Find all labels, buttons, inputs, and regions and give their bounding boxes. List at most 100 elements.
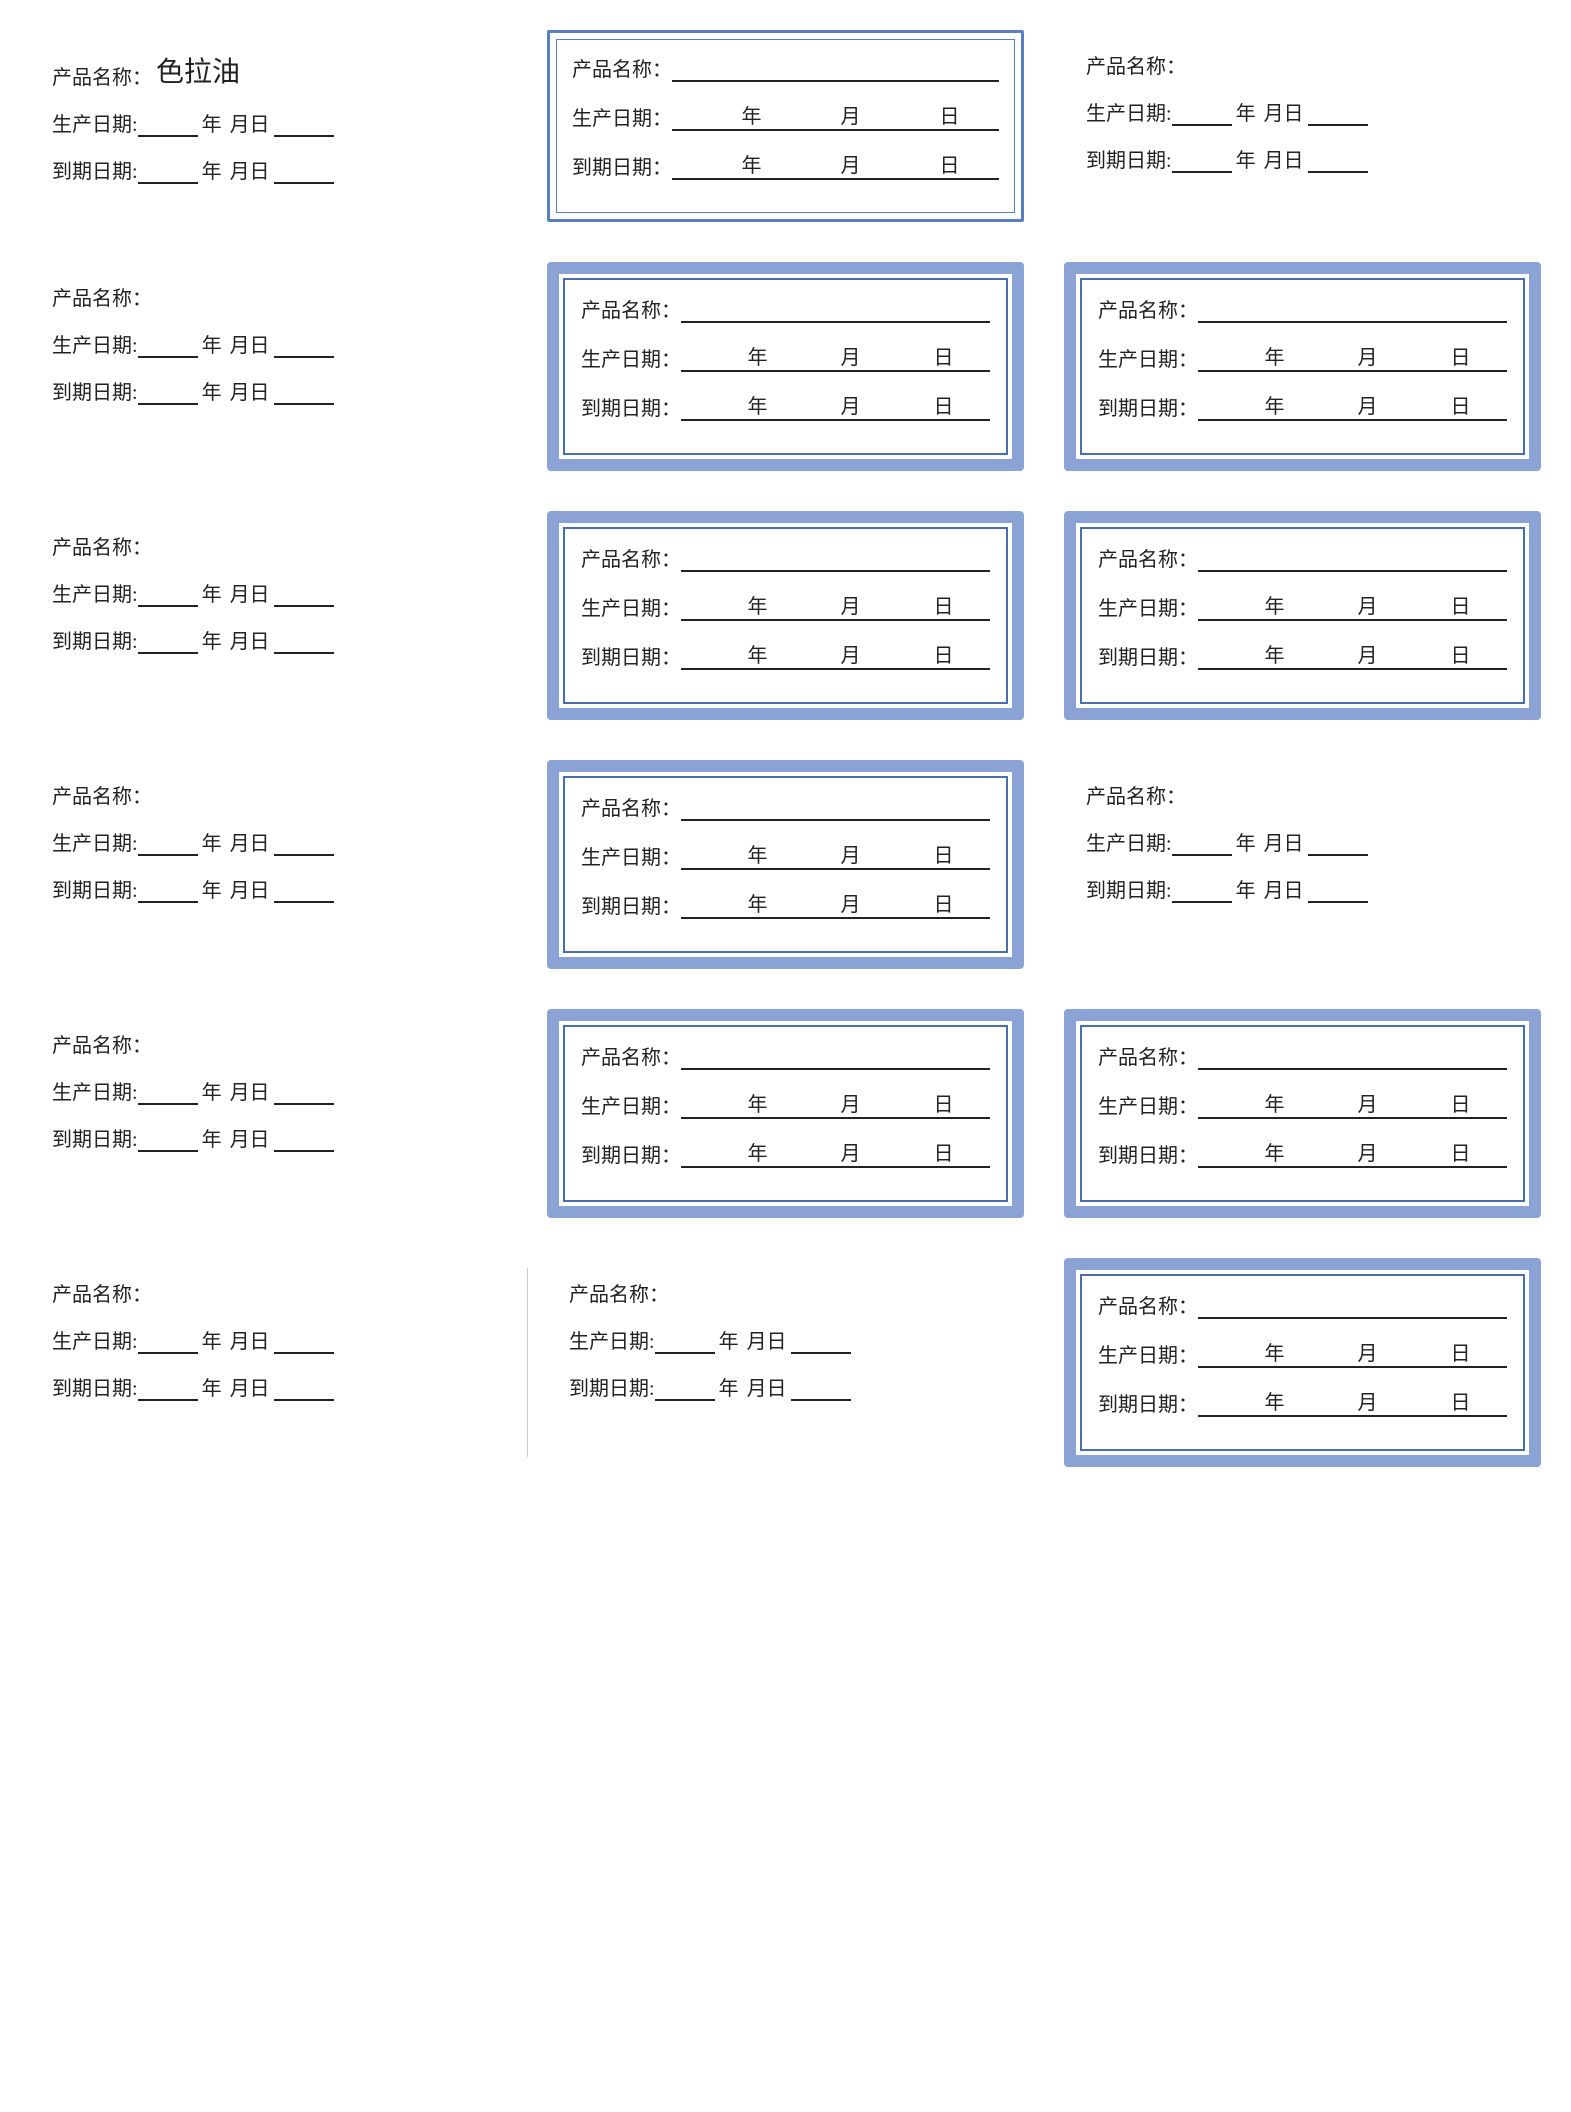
product-name-row: 产品名称：	[52, 531, 485, 560]
date-row: 到期日期:年月日	[569, 1372, 1002, 1401]
product-name-label: 产品名称：	[1098, 294, 1198, 323]
day-unit: 日	[1451, 341, 1471, 370]
date-label: 到期日期:	[52, 1372, 138, 1401]
year-unit: 年	[748, 390, 768, 419]
product-name-label: 产品名称：	[52, 531, 152, 560]
blank-line	[274, 356, 334, 358]
label-card: 产品名称：生产日期：年月日到期日期：年月日	[1064, 1258, 1541, 1467]
year-unit: 年	[202, 874, 222, 903]
date-label: 生产日期：	[1098, 1090, 1198, 1119]
blank-line	[138, 182, 198, 184]
month-unit: 月	[841, 1088, 861, 1117]
label-card: 产品名称：生产日期:年月日到期日期:年月日	[30, 760, 507, 969]
date-underline: 年月日	[681, 839, 990, 870]
date-label: 到期日期：	[581, 641, 681, 670]
date-label: 到期日期:	[1086, 874, 1172, 903]
product-name-label: 产品名称：	[581, 1041, 681, 1070]
year-unit: 年	[202, 625, 222, 654]
month-day-unit: 月日	[230, 625, 270, 654]
date-label: 生产日期:	[569, 1325, 655, 1354]
date-label: 生产日期:	[52, 329, 138, 358]
product-name-label: 产品名称：	[572, 53, 672, 82]
day-unit: 日	[940, 149, 960, 178]
date-underline: 年月日	[1198, 1088, 1507, 1119]
date-label: 生产日期:	[52, 827, 138, 856]
month-day-unit: 月日	[747, 1372, 787, 1401]
blank-line	[138, 1399, 198, 1401]
date-underline: 年月日	[681, 1088, 990, 1119]
blank-line	[138, 1150, 198, 1152]
blank-line	[274, 605, 334, 607]
month-unit: 月	[841, 888, 861, 917]
date-row: 生产日期:年月日	[52, 329, 485, 358]
label-card: 产品名称：生产日期：年月日到期日期：年月日	[1064, 262, 1541, 471]
date-underline: 年月日	[1198, 1386, 1507, 1417]
date-row: 生产日期：年月日	[1098, 590, 1507, 621]
product-name-row: 产品名称：	[572, 53, 999, 82]
year-unit: 年	[1265, 390, 1285, 419]
month-unit: 月	[841, 639, 861, 668]
date-row: 到期日期：年月日	[1098, 639, 1507, 670]
date-row: 生产日期：年月日	[581, 839, 990, 870]
month-day-unit: 月日	[1264, 827, 1304, 856]
month-day-unit: 月日	[1264, 97, 1304, 126]
product-name-label: 产品名称：	[569, 1278, 669, 1307]
date-underline: 年月日	[1198, 639, 1507, 670]
blank-line	[655, 1399, 715, 1401]
blank-line	[791, 1399, 851, 1401]
product-name-row: 产品名称：	[581, 294, 990, 323]
year-unit: 年	[202, 827, 222, 856]
label-card-grid: 产品名称：色拉油生产日期:年月日到期日期:年月日产品名称：生产日期：年月日到期日…	[30, 30, 1541, 1467]
day-unit: 日	[934, 839, 954, 868]
date-row: 生产日期:年月日	[52, 108, 485, 137]
blank-line	[274, 901, 334, 903]
date-row: 生产日期：年月日	[1098, 1337, 1507, 1368]
date-underline: 年月日	[681, 1137, 990, 1168]
date-underline: 年月日	[681, 639, 990, 670]
date-label: 到期日期:	[1086, 144, 1172, 173]
month-unit: 月	[841, 100, 861, 129]
product-name-row: 产品名称：	[52, 282, 485, 311]
date-label: 生产日期：	[581, 343, 681, 372]
blank-line	[274, 1352, 334, 1354]
date-underline: 年月日	[1198, 590, 1507, 621]
date-row: 到期日期：年月日	[581, 639, 990, 670]
year-unit: 年	[748, 590, 768, 619]
year-unit: 年	[1265, 1088, 1285, 1117]
year-unit: 年	[748, 839, 768, 868]
date-label: 到期日期:	[569, 1372, 655, 1401]
blank-line	[274, 652, 334, 654]
month-day-unit: 月日	[747, 1325, 787, 1354]
product-name-label: 产品名称：	[1086, 50, 1186, 79]
label-card: 产品名称：色拉油生产日期:年月日到期日期:年月日	[30, 30, 507, 222]
year-unit: 年	[1265, 1386, 1285, 1415]
date-label: 到期日期：	[1098, 641, 1198, 670]
day-unit: 日	[1451, 1337, 1471, 1366]
month-unit: 月	[841, 390, 861, 419]
month-unit: 月	[841, 149, 861, 178]
year-unit: 年	[1236, 144, 1256, 173]
blank-line	[274, 182, 334, 184]
month-day-unit: 月日	[230, 827, 270, 856]
blank-line	[138, 403, 198, 405]
product-name-label: 产品名称：	[52, 780, 152, 809]
year-unit: 年	[1265, 590, 1285, 619]
blank-line	[138, 356, 198, 358]
date-row: 生产日期：年月日	[581, 590, 990, 621]
day-unit: 日	[1451, 390, 1471, 419]
blank-line	[138, 854, 198, 856]
date-row: 生产日期:年月日	[1086, 97, 1519, 126]
year-unit: 年	[202, 1076, 222, 1105]
date-row: 生产日期:年月日	[52, 1325, 485, 1354]
month-unit: 月	[1358, 590, 1378, 619]
date-underline: 年月日	[681, 888, 990, 919]
date-label: 到期日期：	[1098, 392, 1198, 421]
product-name-label: 产品名称：	[581, 294, 681, 323]
product-name-line	[1198, 1068, 1507, 1070]
label-card: 产品名称：生产日期:年月日到期日期:年月日	[30, 511, 507, 720]
date-row: 到期日期：年月日	[581, 888, 990, 919]
year-unit: 年	[1265, 1137, 1285, 1166]
month-unit: 月	[1358, 1386, 1378, 1415]
date-row: 到期日期:年月日	[52, 155, 485, 184]
product-name-line	[1198, 1317, 1507, 1319]
